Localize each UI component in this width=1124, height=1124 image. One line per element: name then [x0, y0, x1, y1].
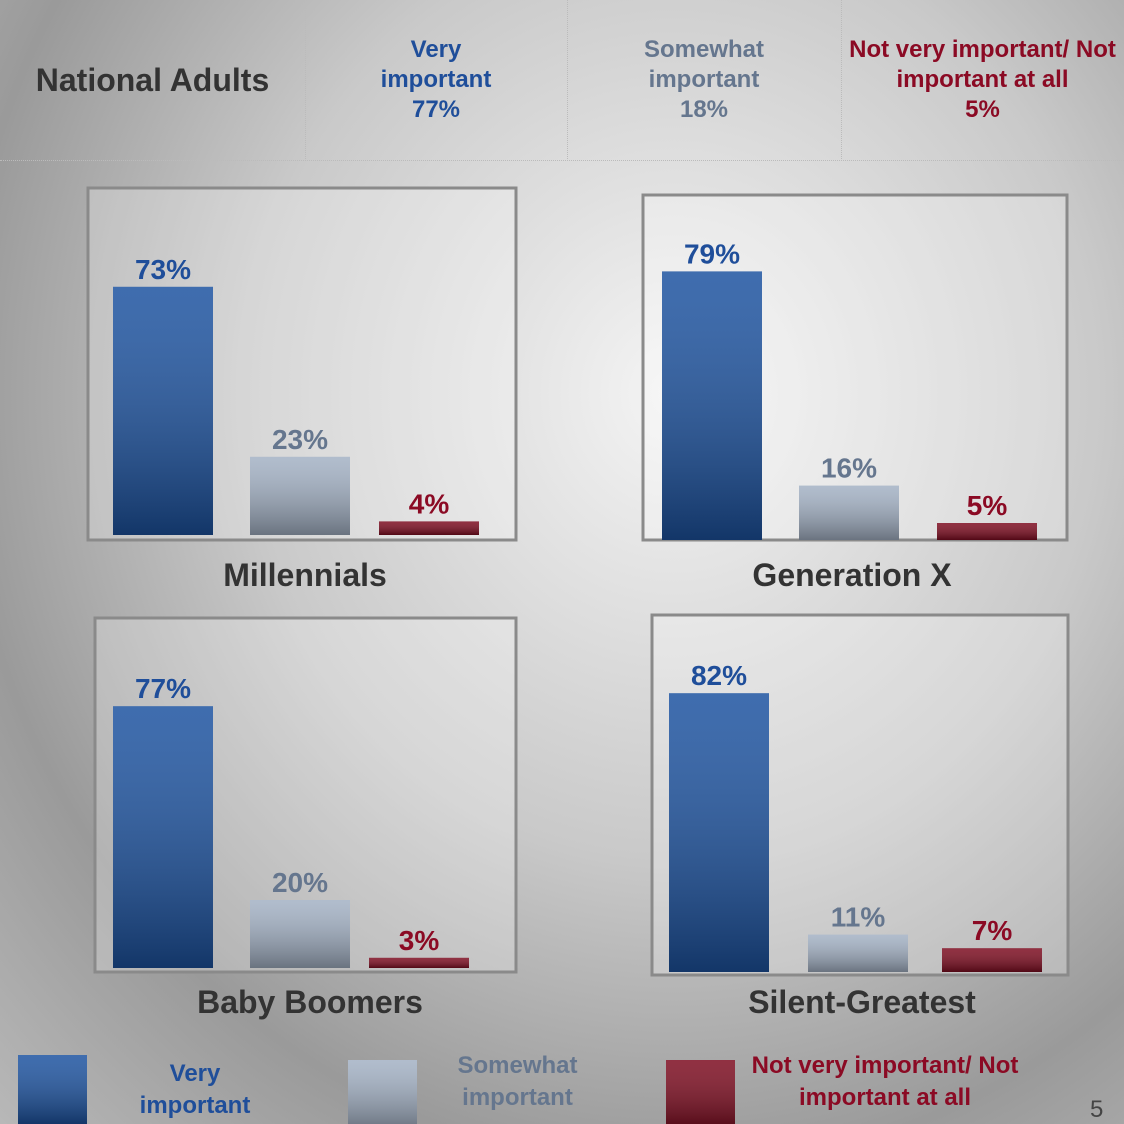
bar-shade [942, 948, 1042, 972]
header-value: 18% [679, 96, 729, 123]
bar-shade [250, 900, 350, 968]
value-label: 11% [831, 902, 886, 933]
value-label: 4% [409, 488, 450, 519]
chart-title: Baby Boomers [197, 984, 423, 1020]
header-label: Very important [380, 36, 492, 93]
legend-swatch-shade [18, 1055, 87, 1124]
chart-title: Generation X [752, 557, 952, 593]
bar-shade [808, 934, 908, 972]
bar-shade [369, 957, 469, 968]
bar-shade [113, 706, 213, 968]
legend-label: Very important [139, 1060, 251, 1119]
value-label: 20% [272, 867, 328, 898]
header-cell: Somewhat important 18% [567, 0, 842, 161]
value-label: 23% [272, 424, 328, 455]
legend-swatch-shade [348, 1060, 417, 1124]
value-label: 3% [399, 925, 440, 956]
header-value: 77% [411, 96, 461, 123]
header-cell: Not very important/ Not important at all… [841, 0, 1124, 161]
bar-shade [113, 286, 213, 535]
value-label: 77% [135, 673, 191, 704]
legend-swatch-shade [666, 1060, 735, 1124]
header-label: Not very important/ Not important at all [849, 36, 1116, 93]
header-title: National Adults [35, 62, 270, 98]
header-title-cell: National Adults [0, 0, 306, 161]
value-label: 82% [691, 660, 747, 691]
bar-shade [250, 456, 350, 535]
bar-shade [799, 485, 899, 540]
chart-title: Silent-Greatest [748, 984, 976, 1020]
value-label: 5% [967, 490, 1008, 521]
bar-shade [669, 693, 769, 972]
legend-label: Somewhat important [457, 1052, 578, 1111]
chart-title: Millennials [223, 557, 387, 593]
bar-shade [379, 521, 479, 535]
header-cell: Very important 77% [305, 0, 568, 161]
value-label: 79% [684, 238, 740, 269]
value-label: 73% [135, 254, 191, 285]
header-value: 5% [965, 96, 1000, 123]
value-label: 16% [821, 453, 877, 484]
header-label: Somewhat important [643, 36, 765, 93]
bar-shade [662, 271, 762, 540]
bar-shade [937, 523, 1037, 540]
value-label: 7% [972, 915, 1013, 946]
page-number: 5 [1090, 1096, 1104, 1123]
legend-label: Not very important/ Not important at all [751, 1052, 1019, 1111]
